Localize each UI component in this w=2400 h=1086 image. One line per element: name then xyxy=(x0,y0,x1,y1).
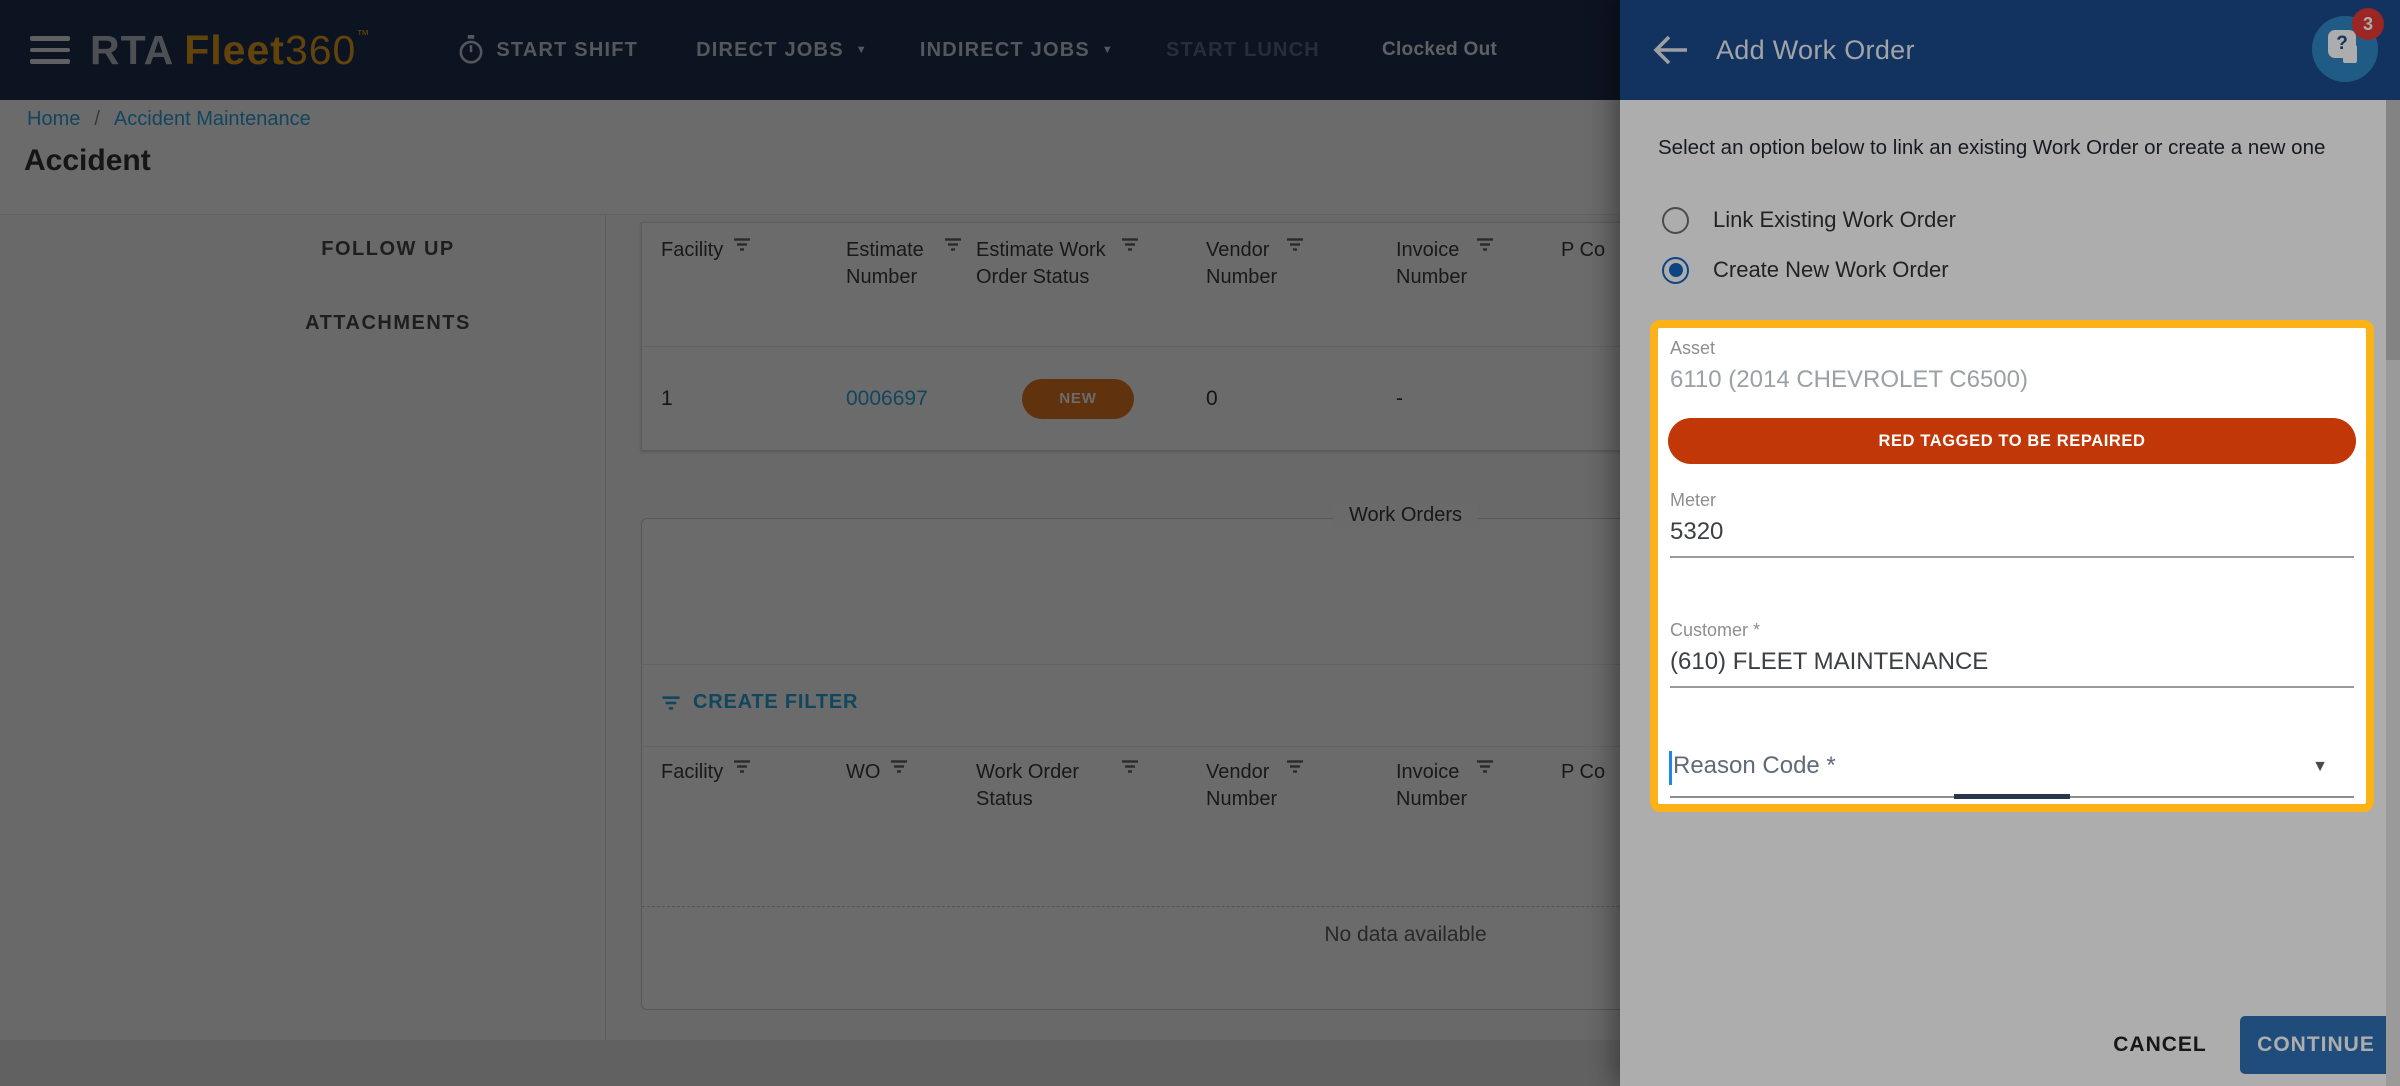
chevron-down-icon: ▼ xyxy=(855,44,868,56)
customer-field[interactable]: (610) FLEET MAINTENANCE xyxy=(1670,648,1989,675)
filter-icon[interactable] xyxy=(1476,237,1494,252)
scrollbar-track[interactable] xyxy=(2386,100,2400,1086)
cell-invoice-number: - xyxy=(1396,387,1403,410)
filter-icon[interactable] xyxy=(944,237,962,252)
cell-vendor-number: 0 xyxy=(1206,387,1218,410)
radio-link-existing-label: Link Existing Work Order xyxy=(1713,207,1956,232)
logo-rta: RTA xyxy=(90,26,175,73)
nav-direct-jobs[interactable]: DIRECT JOBS ▼ xyxy=(696,39,868,62)
cancel-button[interactable]: CANCEL xyxy=(2090,1016,2230,1074)
status-badge: NEW xyxy=(1022,379,1134,419)
nav-start-lunch-label: START LUNCH xyxy=(1166,38,1320,61)
radio-create-new[interactable]: Create New Work Order xyxy=(1662,254,1949,286)
column-header-invoice-number: Invoice Number xyxy=(1396,759,1561,813)
customer-label: Customer * xyxy=(1670,620,1761,640)
app-logo[interactable]: RTA Fleet360™ xyxy=(90,27,370,74)
nav-start-shift[interactable]: START SHIFT xyxy=(458,35,638,65)
column-header-wo-status: Work Order Status xyxy=(976,759,1206,813)
meter-label: Meter xyxy=(1670,490,1717,510)
menu-icon[interactable] xyxy=(30,36,72,64)
filter-icon[interactable] xyxy=(733,759,751,774)
nav-direct-jobs-label: DIRECT JOBS xyxy=(696,38,844,61)
scrollbar-thumb[interactable] xyxy=(2386,100,2400,360)
nav-start-shift-label: START SHIFT xyxy=(496,38,639,61)
breadcrumb: Home / Accident Maintenance xyxy=(27,108,311,131)
chevron-down-icon: ▼ xyxy=(1101,44,1115,56)
page-title: Accident xyxy=(24,144,151,177)
logo-360: 360 xyxy=(284,26,357,73)
logo-fleet: Fleet xyxy=(184,26,285,73)
column-header-p-co: P Co xyxy=(1561,761,1606,783)
reason-code-focus-bar xyxy=(1954,794,2070,799)
customer-underline xyxy=(1670,686,2354,688)
column-header-estimate-wo-status: Estimate Work Order Status xyxy=(976,237,1206,291)
create-filter-label: CREATE FILTER xyxy=(693,691,859,713)
sidebar-divider xyxy=(605,215,606,1040)
nav-indirect-jobs[interactable]: INDIRECT JOBS ▼ xyxy=(920,39,1114,62)
logo-trademark: ™ xyxy=(356,26,371,42)
dropdown-arrow-icon[interactable]: ▼ xyxy=(2312,758,2328,775)
stopwatch-icon xyxy=(458,35,484,65)
column-header-facility: Facility xyxy=(661,237,846,291)
filter-icon[interactable] xyxy=(890,759,908,774)
nav-start-lunch: START LUNCH xyxy=(1166,39,1320,62)
highlighted-form-region: Asset 6110 (2014 CHEVROLET C6500) RED TA… xyxy=(1650,320,2374,812)
table-row-divider xyxy=(642,346,2169,347)
reason-code-select[interactable]: Reason Code * xyxy=(1673,752,1836,779)
column-header-vendor-number: Vendor Number xyxy=(1206,759,1396,813)
drawer-header: Add Work Order ? 3 xyxy=(1620,0,2400,100)
help-button[interactable]: ? 3 xyxy=(2312,8,2384,82)
column-header-p-co: P Co xyxy=(1561,239,1606,261)
breadcrumb-separator: / xyxy=(94,108,100,130)
filter-icon[interactable] xyxy=(1121,759,1139,774)
work-orders-legend: Work Orders xyxy=(1333,504,1478,527)
breadcrumb-current-link[interactable]: Accident Maintenance xyxy=(113,108,311,130)
radio-unselected-icon xyxy=(1662,206,1689,234)
column-header-facility: Facility xyxy=(661,759,846,813)
estimates-table-header: Facility Estimate Number Estimate Work O… xyxy=(642,223,2169,291)
column-header-invoice-number: Invoice Number xyxy=(1396,237,1561,291)
cell-status: NEW xyxy=(976,379,1206,419)
filter-icon[interactable] xyxy=(1121,237,1139,252)
create-filter-button[interactable]: CREATE FILTER xyxy=(661,691,858,714)
column-header-wo: WO xyxy=(846,759,976,813)
drawer-subtitle: Select an option below to link an existi… xyxy=(1658,136,2326,159)
radio-selected-icon xyxy=(1662,256,1689,284)
work-orders-table-header: Facility WO Work Order Status Vendor Num… xyxy=(642,746,2169,813)
asset-label: Asset xyxy=(1670,338,1716,358)
breadcrumb-home-link[interactable]: Home xyxy=(27,108,81,130)
nav-indirect-jobs-label: INDIRECT JOBS xyxy=(919,38,1090,61)
table-row[interactable]: 1 0006697 NEW 0 - xyxy=(642,357,2169,441)
notification-badge: 3 xyxy=(2352,8,2384,40)
column-header-vendor-number: Vendor Number xyxy=(1206,237,1396,291)
meter-field[interactable]: 5320 xyxy=(1670,518,1724,545)
clock-status: Clocked Out xyxy=(1381,39,1498,60)
drawer-title: Add Work Order xyxy=(1716,34,1915,65)
estimate-number-link[interactable]: 0006697 xyxy=(846,387,928,410)
asset-value: 6110 (2014 CHEVROLET C6500) xyxy=(1670,366,2028,393)
radio-link-existing[interactable]: Link Existing Work Order xyxy=(1662,204,1956,236)
sidebar-item-follow-up[interactable]: FOLLOW UP xyxy=(321,238,455,260)
meter-underline xyxy=(1670,556,2354,558)
radio-create-new-label: Create New Work Order xyxy=(1713,257,1949,282)
filter-icon[interactable] xyxy=(1476,759,1494,774)
red-tag-badge: RED TAGGED TO BE REPAIRED xyxy=(1668,418,2356,464)
question-mark-icon: ? xyxy=(2328,30,2356,58)
cell-estimate-number: 0006697 xyxy=(846,387,976,411)
text-cursor xyxy=(1669,751,1672,785)
filter-icon[interactable] xyxy=(733,237,751,252)
filter-icon[interactable] xyxy=(1286,759,1304,774)
back-arrow-icon[interactable] xyxy=(1652,33,1690,67)
table-empty-divider xyxy=(642,906,2169,907)
empty-table-message: No data available xyxy=(1324,923,1487,946)
continue-button[interactable]: CONTINUE xyxy=(2240,1016,2392,1074)
filter-icon xyxy=(662,695,680,710)
filter-icon[interactable] xyxy=(1286,237,1304,252)
toolbar-divider xyxy=(642,664,2169,665)
sidebar-item-attachments[interactable]: ATTACHMENTS xyxy=(305,312,471,334)
cell-facility: 1 xyxy=(661,387,673,410)
column-header-estimate-number: Estimate Number xyxy=(846,237,976,291)
